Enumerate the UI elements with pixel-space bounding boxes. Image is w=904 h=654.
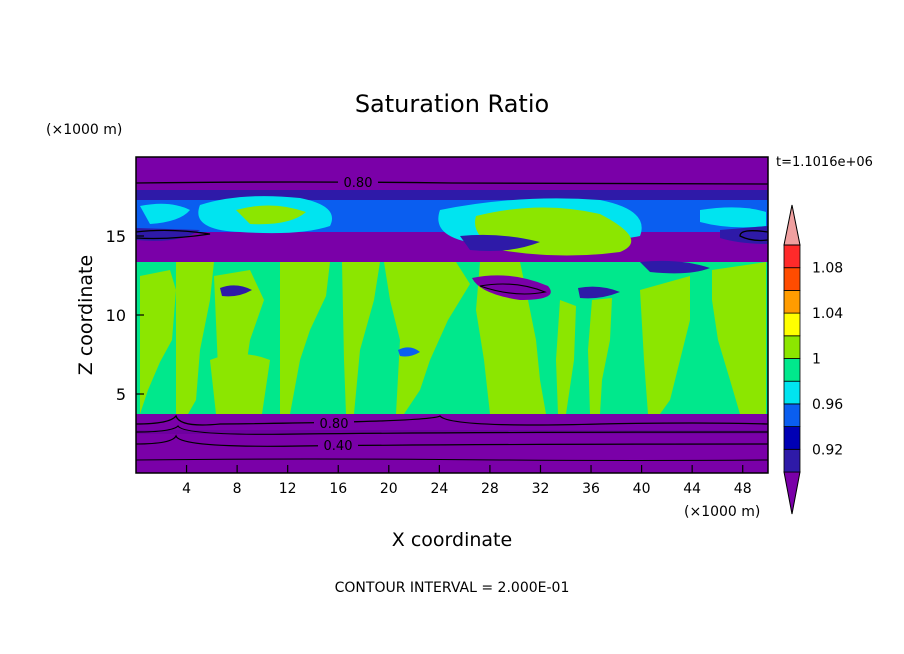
band-upper-mixed bbox=[136, 232, 768, 262]
colorbar-swatch bbox=[783, 244, 801, 269]
colorbar-swatch bbox=[783, 358, 801, 382]
cloud-green-region bbox=[640, 276, 690, 414]
colorbar-swatch bbox=[783, 267, 801, 291]
contour-line bbox=[136, 458, 768, 461]
cloud-green-region bbox=[588, 298, 612, 414]
cloud-pocket bbox=[578, 286, 620, 299]
colorbar-swatch bbox=[783, 380, 801, 405]
band-upper-deep bbox=[136, 190, 768, 200]
cloud-pocket bbox=[220, 285, 252, 297]
cloud-green-region bbox=[712, 262, 766, 414]
upper-cyan-blob bbox=[140, 203, 190, 224]
x-tick-label: 4 bbox=[182, 481, 191, 497]
cloud-pocket bbox=[640, 260, 710, 274]
contour-interval-footer: CONTOUR INTERVAL = 2.000E-01 bbox=[335, 580, 570, 596]
colorbar-label: 0.92 bbox=[812, 442, 843, 458]
band-top bbox=[136, 157, 768, 190]
y-tick-label: 5 bbox=[116, 385, 126, 404]
contour-line bbox=[479, 283, 547, 295]
colorbar-swatch bbox=[783, 448, 801, 473]
x-tick-label: 20 bbox=[380, 481, 398, 497]
y-axis: 5 10 15 bbox=[106, 227, 144, 404]
colorbar-swatch bbox=[783, 426, 801, 450]
colorbar-swatch bbox=[783, 335, 801, 359]
colorbar-swatch bbox=[783, 312, 801, 337]
x-axis: 4 8 12 16 20 24 28 32 36 40 44 48 bbox=[182, 465, 752, 497]
y-unit-label: (×1000 m) bbox=[46, 122, 122, 138]
band-lower-dark bbox=[136, 430, 768, 434]
contour-line bbox=[739, 230, 768, 242]
cloud-green-region bbox=[384, 262, 470, 414]
x-tick-label: 40 bbox=[633, 481, 651, 497]
x-unit-label: (×1000 m) bbox=[684, 504, 760, 520]
cloud-green-region bbox=[140, 270, 176, 414]
cloud-green-region bbox=[476, 262, 546, 414]
x-tick-label: 24 bbox=[430, 481, 448, 497]
colorbar-label: 1 bbox=[812, 352, 821, 368]
x-tick-label: 48 bbox=[734, 481, 752, 497]
colorbar-label: 1.04 bbox=[812, 306, 843, 322]
cloud-green-region bbox=[176, 262, 214, 414]
colorbar-label: 0.96 bbox=[812, 397, 843, 413]
contour-line bbox=[136, 414, 768, 426]
cloud-green-region bbox=[280, 262, 330, 414]
chart-title: Saturation Ratio bbox=[355, 90, 549, 118]
contour-line bbox=[136, 425, 768, 435]
x-tick-label: 16 bbox=[329, 481, 347, 497]
upper-cyan-blob bbox=[700, 207, 766, 228]
cloud-green-region bbox=[210, 354, 270, 414]
colorbar-swatch bbox=[783, 403, 801, 427]
x-tick-label: 8 bbox=[233, 481, 242, 497]
x-tick-label: 12 bbox=[279, 481, 297, 497]
contour-line bbox=[136, 434, 768, 447]
contour-label: 0.40 bbox=[324, 439, 353, 454]
plot-area bbox=[136, 157, 768, 473]
colorbar: 0.92 0.96 1 1.04 1.08 bbox=[783, 204, 843, 515]
colorbar-high-arrow bbox=[783, 204, 801, 246]
contour-labels: 0.80 0.80 0.40 bbox=[314, 175, 378, 454]
colorbar-low-arrow bbox=[783, 471, 801, 515]
x-tick-label: 28 bbox=[481, 481, 499, 497]
y-tick-label: 10 bbox=[106, 306, 126, 325]
contour-line bbox=[136, 229, 211, 240]
colorbar-swatch bbox=[783, 289, 801, 314]
upper-green-lens bbox=[236, 205, 306, 225]
colorbar-label: 1.08 bbox=[812, 261, 843, 277]
contour-line bbox=[136, 181, 768, 185]
time-label: t=1.1016e+06 bbox=[776, 155, 873, 170]
x-tick-label: 36 bbox=[582, 481, 600, 497]
cloud-pocket bbox=[398, 347, 420, 357]
x-axis-label: X coordinate bbox=[392, 529, 512, 551]
y-tick-label: 15 bbox=[106, 227, 126, 246]
cloud-green-region bbox=[342, 262, 380, 414]
contour-label: 0.80 bbox=[320, 417, 349, 432]
contour-label: 0.80 bbox=[344, 176, 373, 191]
upper-dark-pocket bbox=[460, 234, 540, 251]
x-tick-label: 44 bbox=[683, 481, 701, 497]
cloud-green-region bbox=[556, 300, 576, 414]
x-tick-label: 32 bbox=[532, 481, 550, 497]
y-axis-label: Z coordinate bbox=[75, 255, 97, 375]
